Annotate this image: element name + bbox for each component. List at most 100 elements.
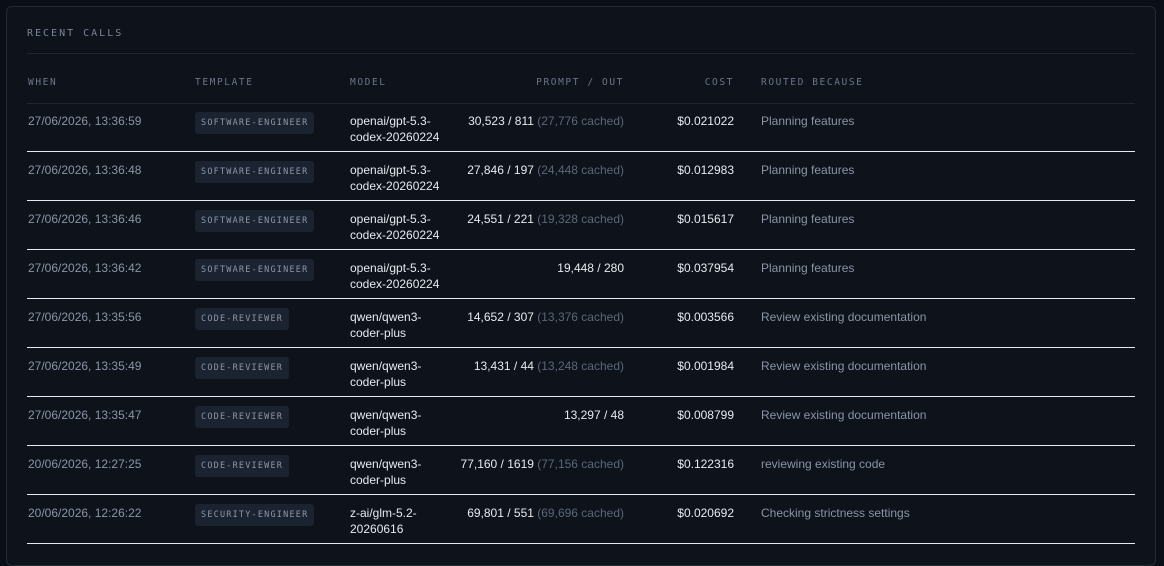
routing-reason: Planning features — [761, 212, 855, 226]
prompt-out-count: 24,551 / 221 — [467, 212, 534, 226]
prompt-out-cell: 13,297 / 48 — [564, 407, 624, 423]
prompt-out-cell: 69,801 / 551 (69,696 cached) — [467, 505, 624, 521]
template-badge: SOFTWARE-ENGINEER — [195, 259, 315, 281]
template-cell: SOFTWARE-ENGINEER — [195, 259, 315, 281]
cached-count: (27,776 cached) — [537, 114, 624, 128]
prompt-out-cell: 13,431 / 44 (13,248 cached) — [474, 358, 624, 374]
model-cell: openai/gpt-5.3- codex-20260224 — [350, 162, 439, 194]
model-cell: openai/gpt-5.3- codex-20260224 — [350, 260, 439, 292]
cached-count: (24,448 cached) — [537, 163, 624, 177]
template-badge: SECURITY-ENGINEER — [195, 504, 315, 526]
template-cell: SOFTWARE-ENGINEER — [195, 112, 315, 134]
model-cell: z-ai/glm-5.2- 20260616 — [350, 505, 417, 537]
model-cell: qwen/qwen3- coder-plus — [350, 407, 421, 439]
template-badge: SOFTWARE-ENGINEER — [195, 210, 315, 232]
model-name-line-2: 20260616 — [350, 522, 404, 536]
model-name-line-1: qwen/qwen3- — [350, 457, 422, 471]
call-timestamp: 27/06/2026, 13:36:48 — [28, 163, 142, 177]
call-timestamp: 27/06/2026, 13:35:49 — [28, 359, 142, 373]
template-cell: SOFTWARE-ENGINEER — [195, 161, 315, 183]
call-timestamp: 27/06/2026, 13:36:42 — [28, 261, 142, 275]
routing-reason: Planning features — [761, 163, 855, 177]
table-row[interactable]: 27/06/2026, 13:35:56 CODE-REVIEWER qwen/… — [27, 299, 1135, 348]
model-name-line-1: qwen/qwen3- — [350, 359, 422, 373]
model-name-line-1: openai/gpt-5.3- — [350, 212, 431, 226]
model-name-line-1: qwen/qwen3- — [350, 310, 422, 324]
prompt-out-count: 30,523 / 811 — [468, 114, 534, 128]
column-header-cost[interactable]: COST — [704, 77, 734, 88]
template-cell: CODE-REVIEWER — [195, 455, 290, 477]
call-cost: $0.003566 — [677, 310, 734, 324]
table-row[interactable]: 20/06/2026, 12:27:25 CODE-REVIEWER qwen/… — [27, 446, 1135, 495]
routing-reason: Review existing documentation — [761, 359, 927, 373]
call-timestamp: 27/06/2026, 13:36:46 — [28, 212, 142, 226]
model-cell: openai/gpt-5.3- codex-20260224 — [350, 113, 439, 145]
prompt-out-cell: 27,846 / 197 (24,448 cached) — [467, 162, 624, 178]
call-cost: $0.021022 — [677, 114, 734, 128]
model-name-line-2: codex-20260224 — [350, 179, 440, 193]
prompt-out-count: 13,297 / 48 — [563, 408, 624, 422]
template-badge: CODE-REVIEWER — [195, 357, 290, 379]
model-name-line-2: coder-plus — [350, 473, 407, 487]
model-name-line-2: codex-20260224 — [350, 277, 440, 291]
call-timestamp: 20/06/2026, 12:27:25 — [28, 457, 142, 471]
prompt-out-count: 14,652 / 307 — [467, 310, 534, 324]
cached-count: (13,248 cached) — [537, 359, 624, 373]
table-row[interactable]: 27/06/2026, 13:35:49 CODE-REVIEWER qwen/… — [27, 348, 1135, 397]
recent-calls-panel: RECENT CALLS WHEN TEMPLATE MODEL PROMPT … — [6, 6, 1156, 566]
model-name-line-2: coder-plus — [350, 424, 407, 438]
call-cost: $0.001984 — [677, 359, 734, 373]
prompt-out-cell: 24,551 / 221 (19,328 cached) — [467, 211, 624, 227]
prompt-out-cell: 30,523 / 811 (27,776 cached) — [468, 113, 624, 129]
template-cell: SECURITY-ENGINEER — [195, 504, 315, 526]
model-name-line-1: z-ai/glm-5.2- — [350, 506, 417, 520]
table-header: WHEN TEMPLATE MODEL PROMPT / OUT COST RO… — [27, 77, 1135, 104]
cached-count: (13,376 cached) — [537, 310, 624, 324]
call-timestamp: 27/06/2026, 13:35:47 — [28, 408, 142, 422]
prompt-out-count: 13,431 / 44 — [473, 359, 534, 373]
template-cell: CODE-REVIEWER — [195, 308, 290, 330]
column-header-template[interactable]: TEMPLATE — [195, 77, 254, 88]
call-timestamp: 27/06/2026, 13:36:59 — [28, 114, 142, 128]
model-cell: openai/gpt-5.3- codex-20260224 — [350, 211, 439, 243]
template-cell: CODE-REVIEWER — [195, 357, 290, 379]
template-cell: CODE-REVIEWER — [195, 406, 290, 428]
table-row[interactable]: 27/06/2026, 13:36:42 SOFTWARE-ENGINEER o… — [27, 250, 1135, 299]
cached-count: (69,696 cached) — [537, 506, 624, 520]
model-cell: qwen/qwen3- coder-plus — [350, 309, 421, 341]
routing-reason: Checking strictness settings — [761, 506, 910, 520]
table-row[interactable]: 27/06/2026, 13:36:48 SOFTWARE-ENGINEER o… — [27, 152, 1135, 201]
model-cell: qwen/qwen3- coder-plus — [350, 456, 421, 488]
model-name-line-1: openai/gpt-5.3- — [350, 261, 431, 275]
model-name-line-2: coder-plus — [350, 375, 407, 389]
panel-title: RECENT CALLS — [27, 28, 124, 39]
prompt-out-count: 27,846 / 197 — [467, 163, 534, 177]
prompt-out-cell: 77,160 / 1619 (77,156 cached) — [461, 456, 624, 472]
call-cost: $0.012983 — [677, 163, 734, 177]
call-timestamp: 27/06/2026, 13:35:56 — [28, 310, 142, 324]
calls-table-body: 27/06/2026, 13:36:59 SOFTWARE-ENGINEER o… — [27, 103, 1135, 544]
routing-reason: reviewing existing code — [761, 457, 886, 471]
model-name-line-2: codex-20260224 — [350, 228, 440, 242]
table-row[interactable]: 27/06/2026, 13:35:47 CODE-REVIEWER qwen/… — [27, 397, 1135, 446]
model-name-line-2: codex-20260224 — [350, 130, 440, 144]
column-header-model[interactable]: MODEL — [350, 77, 387, 88]
model-cell: qwen/qwen3- coder-plus — [350, 358, 421, 390]
table-row[interactable]: 27/06/2026, 13:36:46 SOFTWARE-ENGINEER o… — [27, 201, 1135, 250]
cached-count: (77,156 cached) — [537, 457, 624, 471]
cached-count: (19,328 cached) — [537, 212, 624, 226]
table-row[interactable]: 27/06/2026, 13:36:59 SOFTWARE-ENGINEER o… — [27, 103, 1135, 152]
column-header-when[interactable]: WHEN — [28, 77, 58, 88]
prompt-out-count: 69,801 / 551 — [467, 506, 534, 520]
table-row[interactable]: 20/06/2026, 12:26:22 SECURITY-ENGINEER z… — [27, 495, 1135, 544]
template-cell: SOFTWARE-ENGINEER — [195, 210, 315, 232]
routing-reason: Planning features — [761, 114, 855, 128]
column-header-prompt-out[interactable]: PROMPT / OUT — [536, 77, 624, 88]
template-badge: CODE-REVIEWER — [195, 455, 290, 477]
routing-reason: Planning features — [761, 261, 855, 275]
model-name-line-1: qwen/qwen3- — [350, 408, 422, 422]
column-header-routed-because[interactable]: ROUTED BECAUSE — [761, 77, 864, 88]
template-badge: CODE-REVIEWER — [195, 406, 290, 428]
routing-reason: Review existing documentation — [761, 310, 927, 324]
call-timestamp: 20/06/2026, 12:26:22 — [28, 506, 142, 520]
